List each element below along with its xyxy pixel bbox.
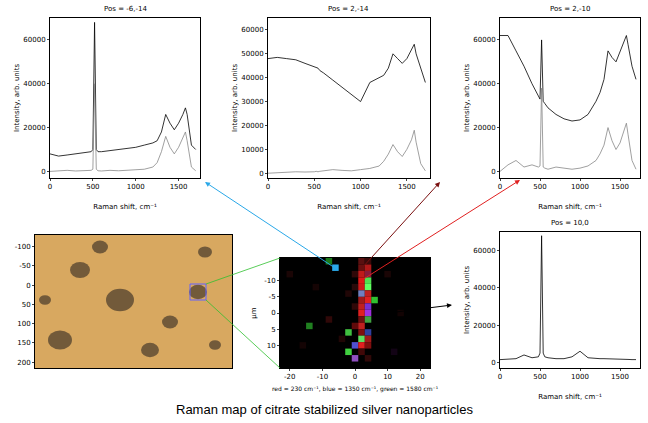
svg-text:150: 150 [17, 339, 30, 347]
svg-text:5: 5 [271, 326, 275, 334]
svg-text:60000: 60000 [23, 36, 45, 44]
svg-text:30000: 30000 [241, 98, 263, 106]
svg-text:-100: -100 [15, 243, 31, 251]
svg-text:-10: -10 [264, 277, 275, 285]
svg-text:red = 230 cm⁻¹, blue = 1350 cm: red = 230 cm⁻¹, blue = 1350 cm⁻¹, green … [272, 385, 439, 393]
svg-text:20000: 20000 [473, 124, 495, 132]
svg-text:0: 0 [26, 282, 30, 290]
svg-text:40000: 40000 [473, 284, 495, 292]
svg-text:60000: 60000 [473, 36, 495, 44]
svg-text:0: 0 [41, 168, 45, 176]
svg-text:20000: 20000 [241, 122, 263, 130]
svg-text:Raman map of citrate stabilize: Raman map of citrate stabilized silver n… [176, 402, 473, 417]
svg-text:40000: 40000 [241, 74, 263, 82]
svg-text:Raman shift, cm⁻¹: Raman shift, cm⁻¹ [538, 203, 602, 211]
svg-text:10000: 10000 [241, 146, 263, 154]
svg-text:-10: -10 [317, 373, 328, 381]
svg-text:500: 500 [533, 373, 546, 381]
svg-text:Intensity, arb. units: Intensity, arb. units [463, 64, 471, 133]
svg-text:Raman shift, cm⁻¹: Raman shift, cm⁻¹ [538, 393, 602, 401]
svg-text:Raman shift, cm⁻¹: Raman shift, cm⁻¹ [317, 203, 381, 211]
svg-text:50000: 50000 [241, 50, 263, 58]
svg-text:Pos = 10,0: Pos = 10,0 [551, 219, 589, 227]
svg-text:20000: 20000 [473, 322, 495, 330]
svg-text:0: 0 [498, 373, 502, 381]
svg-text:1000: 1000 [352, 183, 370, 191]
svg-text:1500: 1500 [398, 183, 416, 191]
svg-text:60000: 60000 [241, 26, 263, 34]
svg-text:0: 0 [271, 309, 275, 317]
svg-text:0: 0 [491, 168, 495, 176]
svg-text:20000: 20000 [23, 124, 45, 132]
svg-text:1500: 1500 [611, 373, 629, 381]
svg-text:1500: 1500 [611, 183, 629, 191]
svg-text:Intensity, arb. units: Intensity, arb. units [13, 64, 21, 133]
svg-text:500: 500 [533, 183, 546, 191]
svg-text:0: 0 [48, 183, 52, 191]
svg-text:50: 50 [22, 301, 31, 309]
svg-text:500: 500 [308, 183, 321, 191]
svg-text:60000: 60000 [473, 247, 495, 255]
svg-text:40000: 40000 [23, 80, 45, 88]
svg-text:0: 0 [353, 373, 357, 381]
svg-text:Pos = -6,-14: Pos = -6,-14 [104, 5, 147, 13]
svg-text:-20: -20 [284, 373, 295, 381]
svg-text:-5: -5 [269, 293, 276, 301]
svg-text:µm: µm [250, 307, 258, 318]
svg-text:1000: 1000 [571, 373, 589, 381]
svg-text:40000: 40000 [473, 80, 495, 88]
svg-text:Intensity, arb. units: Intensity, arb. units [463, 266, 471, 335]
svg-text:0: 0 [266, 183, 270, 191]
svg-text:10: 10 [267, 342, 276, 350]
svg-text:100: 100 [17, 320, 30, 328]
svg-text:Pos = 2,-14: Pos = 2,-14 [328, 5, 369, 13]
svg-text:1000: 1000 [127, 183, 145, 191]
svg-text:10: 10 [383, 373, 392, 381]
svg-text:0: 0 [491, 359, 495, 367]
svg-text:Intensity, arb. units: Intensity, arb. units [231, 64, 239, 133]
svg-text:200: 200 [17, 359, 30, 367]
svg-text:Raman shift, cm⁻¹: Raman shift, cm⁻¹ [93, 203, 157, 211]
svg-text:1500: 1500 [170, 183, 188, 191]
svg-text:-50: -50 [19, 262, 30, 270]
svg-text:0: 0 [259, 170, 263, 178]
svg-text:Pos = 2,-10: Pos = 2,-10 [550, 5, 590, 13]
svg-text:1000: 1000 [571, 183, 589, 191]
svg-text:20: 20 [416, 373, 425, 381]
svg-text:0: 0 [498, 183, 502, 191]
svg-text:500: 500 [86, 183, 99, 191]
